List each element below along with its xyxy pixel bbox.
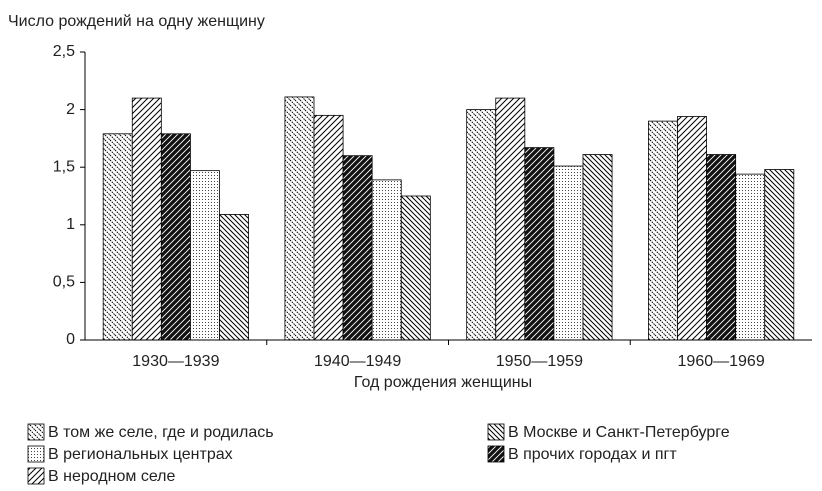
legend-swatch <box>27 445 45 463</box>
x-tick-label: 1930—1939 <box>132 353 219 370</box>
bar <box>735 173 766 341</box>
bar <box>160 133 191 341</box>
bar <box>342 155 373 341</box>
bar <box>553 165 584 341</box>
legend-label: В прочих городах и пгт <box>508 446 677 463</box>
bar <box>466 109 497 341</box>
y-tick-label: 1 <box>66 216 75 233</box>
bar <box>764 169 795 341</box>
legend-label: В неродном селе <box>48 468 176 485</box>
bar <box>102 133 133 341</box>
bar <box>677 116 707 341</box>
y-tick-label: 0,5 <box>53 274 75 291</box>
legend-swatch <box>487 423 505 441</box>
y-tick-label: 2,5 <box>53 43 75 60</box>
bar <box>524 147 555 341</box>
x-axis-label: Год рождения женщины <box>354 374 532 391</box>
bar <box>648 120 678 341</box>
legend-swatch <box>27 423 45 441</box>
bar <box>400 195 431 341</box>
bar <box>582 154 613 341</box>
bar <box>495 97 526 341</box>
bar <box>190 170 220 341</box>
bar <box>219 214 249 341</box>
bar <box>313 114 344 341</box>
legend-label: В региональных центрах <box>48 446 233 463</box>
legend-swatch <box>487 445 505 463</box>
bar <box>371 179 402 341</box>
legend-label: В том же селе, где и родилась <box>48 424 274 441</box>
legend-label: В Москве и Санкт-Петербурге <box>508 424 730 441</box>
bar <box>284 96 315 341</box>
y-axis-label: Число рождений на одну женщину <box>8 13 265 30</box>
bar <box>131 97 162 341</box>
x-tick-label: 1960—1969 <box>678 353 765 370</box>
bar <box>706 154 737 341</box>
x-tick-label: 1950—1959 <box>496 353 583 370</box>
legend-swatch <box>27 467 45 485</box>
y-tick-label: 0 <box>66 331 75 348</box>
y-tick-label: 1,5 <box>53 158 75 175</box>
y-tick-label: 2 <box>66 101 75 118</box>
x-tick-label: 1940—1949 <box>314 353 401 370</box>
